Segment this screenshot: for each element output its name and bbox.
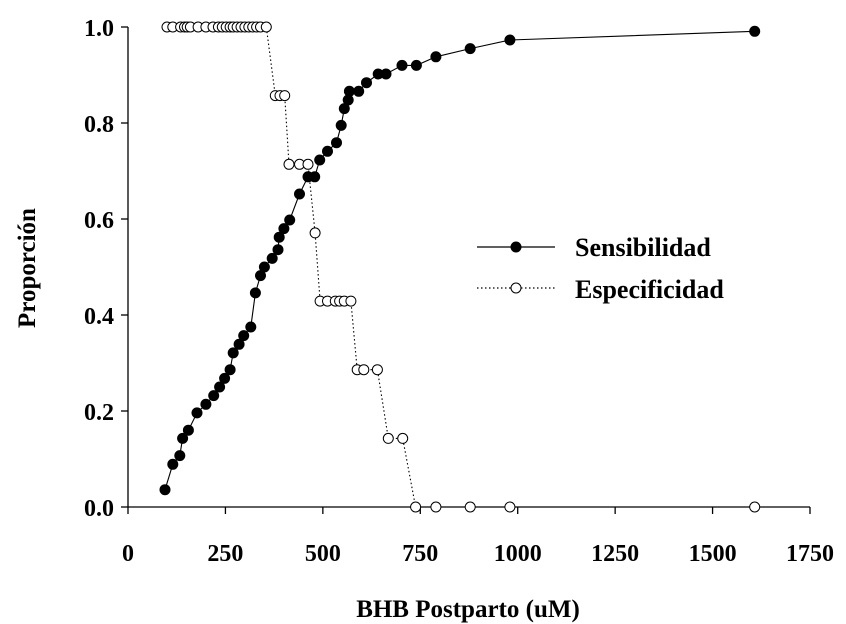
data-point-especificidad <box>749 501 761 513</box>
legend-marker-sensibilidad <box>510 241 522 253</box>
data-point-especificidad <box>309 227 321 239</box>
data-point-sensibilidad <box>278 223 290 235</box>
data-point-sensibilidad <box>174 450 186 462</box>
data-point-sensibilidad <box>224 364 236 376</box>
data-point-sensibilidad <box>331 137 342 149</box>
data-point-sensibilidad <box>177 432 189 444</box>
x-tick-label: 1000 <box>494 541 542 567</box>
x-tick-label: 1500 <box>689 541 737 567</box>
data-point-sensibilidad <box>322 145 333 157</box>
y-tick-label: 0.8 <box>84 112 114 138</box>
data-point-sensibilidad <box>245 321 257 333</box>
series-especificidad <box>161 21 761 513</box>
data-point-sensibilidad <box>410 59 422 71</box>
data-point-especificidad <box>358 364 370 376</box>
data-point-especificidad <box>302 158 314 170</box>
data-point-especificidad <box>410 501 422 513</box>
data-point-sensibilidad <box>167 458 179 470</box>
data-point-sensibilidad <box>159 484 171 496</box>
data-point-sensibilidad <box>294 188 305 200</box>
data-point-especificidad <box>430 501 442 513</box>
legend-label-especificidad: Especificidad <box>575 275 724 304</box>
legend-item-especificidad: Especificidad <box>477 275 724 304</box>
data-point-sensibilidad <box>273 231 285 243</box>
x-tick-label: 0 <box>122 541 134 567</box>
data-point-especificidad <box>283 158 295 170</box>
data-point-sensibilidad <box>309 171 321 183</box>
data-point-sensibilidad <box>430 51 442 63</box>
data-point-sensibilidad <box>749 25 761 37</box>
data-point-especificidad <box>345 295 357 307</box>
data-point-sensibilidad <box>258 261 270 273</box>
x-tick-label: 500 <box>305 541 341 567</box>
data-point-especificidad <box>260 21 272 33</box>
y-tick-label: 0.2 <box>84 400 114 426</box>
data-point-sensibilidad <box>227 347 239 359</box>
legend: Sensibilidad Especificidad <box>477 233 724 304</box>
data-point-sensibilidad <box>238 330 250 342</box>
data-point-sensibilidad <box>353 85 365 97</box>
legend-marker-especificidad <box>510 282 522 294</box>
y-tick-label: 0.4 <box>84 304 114 330</box>
x-tick-label: 250 <box>207 541 243 567</box>
data-point-especificidad <box>371 364 383 376</box>
x-axis-title: BHB Postparto (uM) <box>356 596 580 623</box>
data-point-sensibilidad <box>200 398 212 410</box>
data-point-sensibilidad <box>284 214 296 226</box>
data-point-sensibilidad <box>191 407 203 419</box>
y-tick-label: 0.6 <box>84 208 114 234</box>
y-ticks: 0.0 0.2 0.4 0.6 0.8 1.0 <box>84 16 128 522</box>
y-axis-title: Proporción <box>14 208 41 328</box>
data-point-sensibilidad <box>214 381 226 393</box>
data-point-sensibilidad <box>314 154 326 166</box>
data-point-sensibilidad <box>266 252 278 264</box>
data-point-sensibilidad <box>361 77 372 89</box>
y-tick-label: 1.0 <box>84 16 114 42</box>
y-tick-label: 0.0 <box>84 496 114 522</box>
data-point-sensibilidad <box>272 244 284 256</box>
data-point-especificidad <box>464 501 476 513</box>
data-point-especificidad <box>279 90 291 102</box>
data-point-sensibilidad <box>208 390 220 402</box>
data-point-sensibilidad <box>249 287 261 299</box>
data-point-especificidad <box>397 432 409 444</box>
series-layer <box>159 21 761 513</box>
data-point-sensibilidad <box>335 119 347 131</box>
x-tick-label: 750 <box>402 541 438 567</box>
x-ticks: 0 250 500 750 1000 1250 1500 1750 <box>122 507 834 567</box>
data-point-especificidad <box>504 501 516 513</box>
x-tick-label: 1250 <box>591 541 639 567</box>
data-point-sensibilidad <box>396 59 408 71</box>
series-sensibilidad <box>159 25 761 496</box>
legend-item-sensibilidad: Sensibilidad <box>477 233 711 262</box>
legend-label-sensibilidad: Sensibilidad <box>575 233 711 262</box>
data-point-sensibilidad <box>343 85 355 97</box>
data-point-sensibilidad <box>182 424 194 436</box>
axes <box>127 27 810 508</box>
series-line-especificidad <box>167 26 755 508</box>
data-point-sensibilidad <box>464 43 476 55</box>
data-point-especificidad <box>382 432 394 444</box>
data-point-sensibilidad <box>380 68 392 80</box>
data-point-sensibilidad <box>504 34 516 46</box>
data-point-sensibilidad <box>219 372 231 384</box>
data-point-sensibilidad <box>233 338 245 350</box>
x-tick-label: 1750 <box>786 541 834 567</box>
